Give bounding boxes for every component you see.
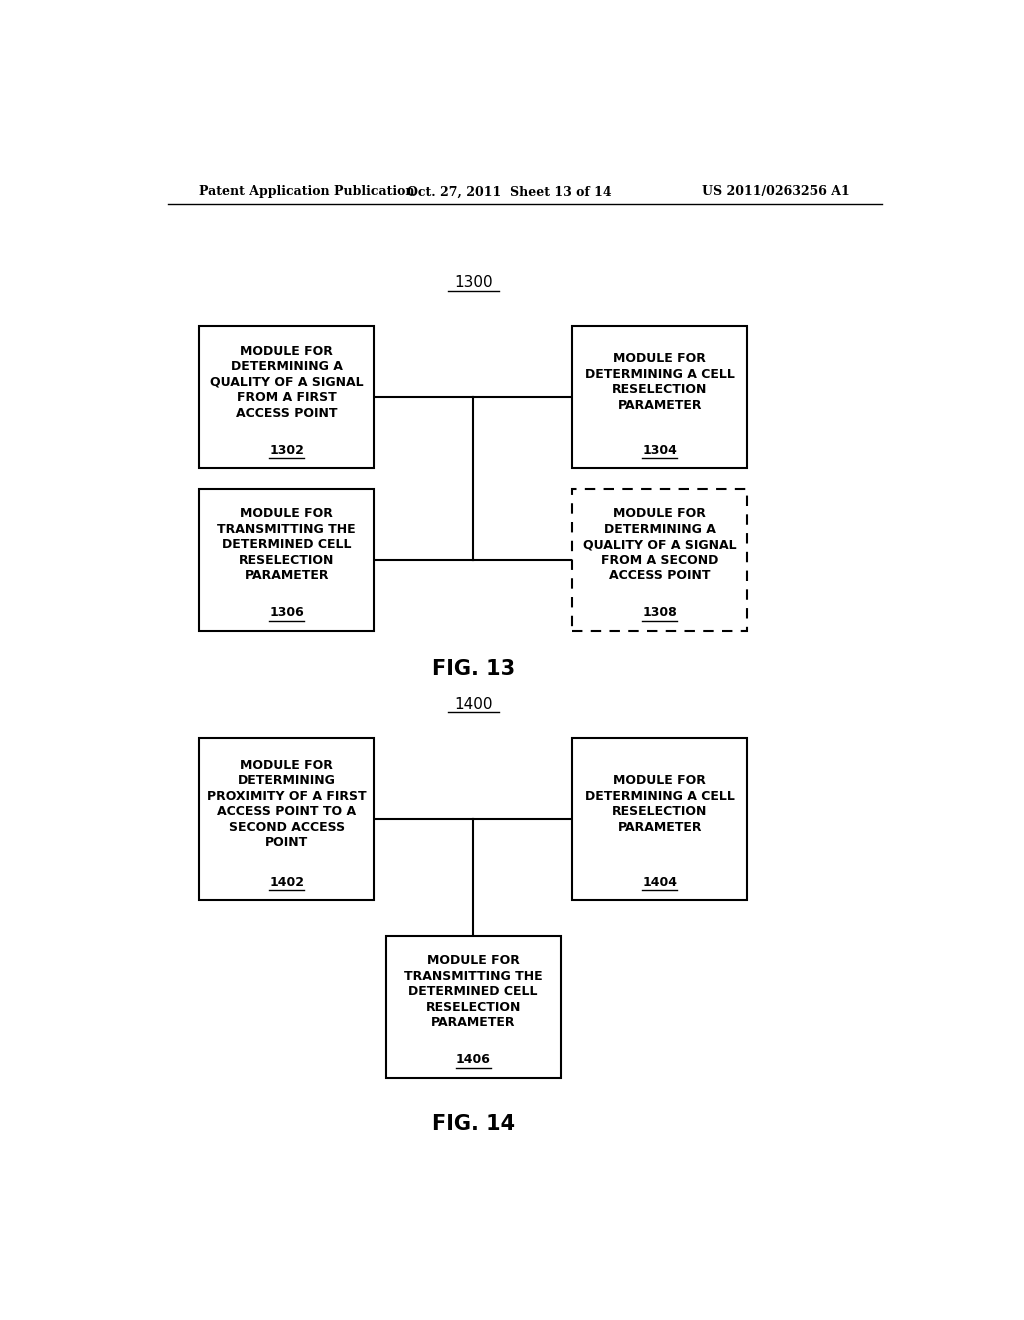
Text: 1306: 1306 (269, 606, 304, 619)
Text: MODULE FOR
DETERMINING
PROXIMITY OF A FIRST
ACCESS POINT TO A
SECOND ACCESS
POIN: MODULE FOR DETERMINING PROXIMITY OF A FI… (207, 759, 367, 849)
Text: FIG. 14: FIG. 14 (432, 1114, 515, 1134)
Text: FIG. 13: FIG. 13 (432, 659, 515, 678)
FancyBboxPatch shape (200, 738, 374, 900)
Text: US 2011/0263256 A1: US 2011/0263256 A1 (702, 185, 850, 198)
Text: MODULE FOR
DETERMINING A
QUALITY OF A SIGNAL
FROM A SECOND
ACCESS POINT: MODULE FOR DETERMINING A QUALITY OF A SI… (583, 507, 736, 582)
Text: 1406: 1406 (456, 1053, 490, 1067)
FancyBboxPatch shape (200, 326, 374, 469)
Text: 1308: 1308 (642, 606, 677, 619)
Text: 1302: 1302 (269, 444, 304, 457)
Text: Patent Application Publication: Patent Application Publication (200, 185, 415, 198)
Text: MODULE FOR
DETERMINING A CELL
RESELECTION
PARAMETER: MODULE FOR DETERMINING A CELL RESELECTIO… (585, 774, 734, 833)
Text: 1400: 1400 (454, 697, 493, 711)
Text: 1404: 1404 (642, 875, 677, 888)
Text: 1304: 1304 (642, 444, 677, 457)
FancyBboxPatch shape (386, 936, 560, 1078)
FancyBboxPatch shape (200, 488, 374, 631)
Text: MODULE FOR
TRANSMITTING THE
DETERMINED CELL
RESELECTION
PARAMETER: MODULE FOR TRANSMITTING THE DETERMINED C… (403, 954, 543, 1030)
Text: 1402: 1402 (269, 875, 304, 888)
FancyBboxPatch shape (572, 326, 748, 469)
Text: MODULE FOR
TRANSMITTING THE
DETERMINED CELL
RESELECTION
PARAMETER: MODULE FOR TRANSMITTING THE DETERMINED C… (217, 507, 356, 582)
FancyBboxPatch shape (572, 738, 748, 900)
Text: 1300: 1300 (454, 275, 493, 290)
Text: MODULE FOR
DETERMINING A
QUALITY OF A SIGNAL
FROM A FIRST
ACCESS POINT: MODULE FOR DETERMINING A QUALITY OF A SI… (210, 345, 364, 420)
FancyBboxPatch shape (572, 488, 748, 631)
Text: MODULE FOR
DETERMINING A CELL
RESELECTION
PARAMETER: MODULE FOR DETERMINING A CELL RESELECTIO… (585, 352, 734, 412)
Text: Oct. 27, 2011  Sheet 13 of 14: Oct. 27, 2011 Sheet 13 of 14 (407, 185, 611, 198)
